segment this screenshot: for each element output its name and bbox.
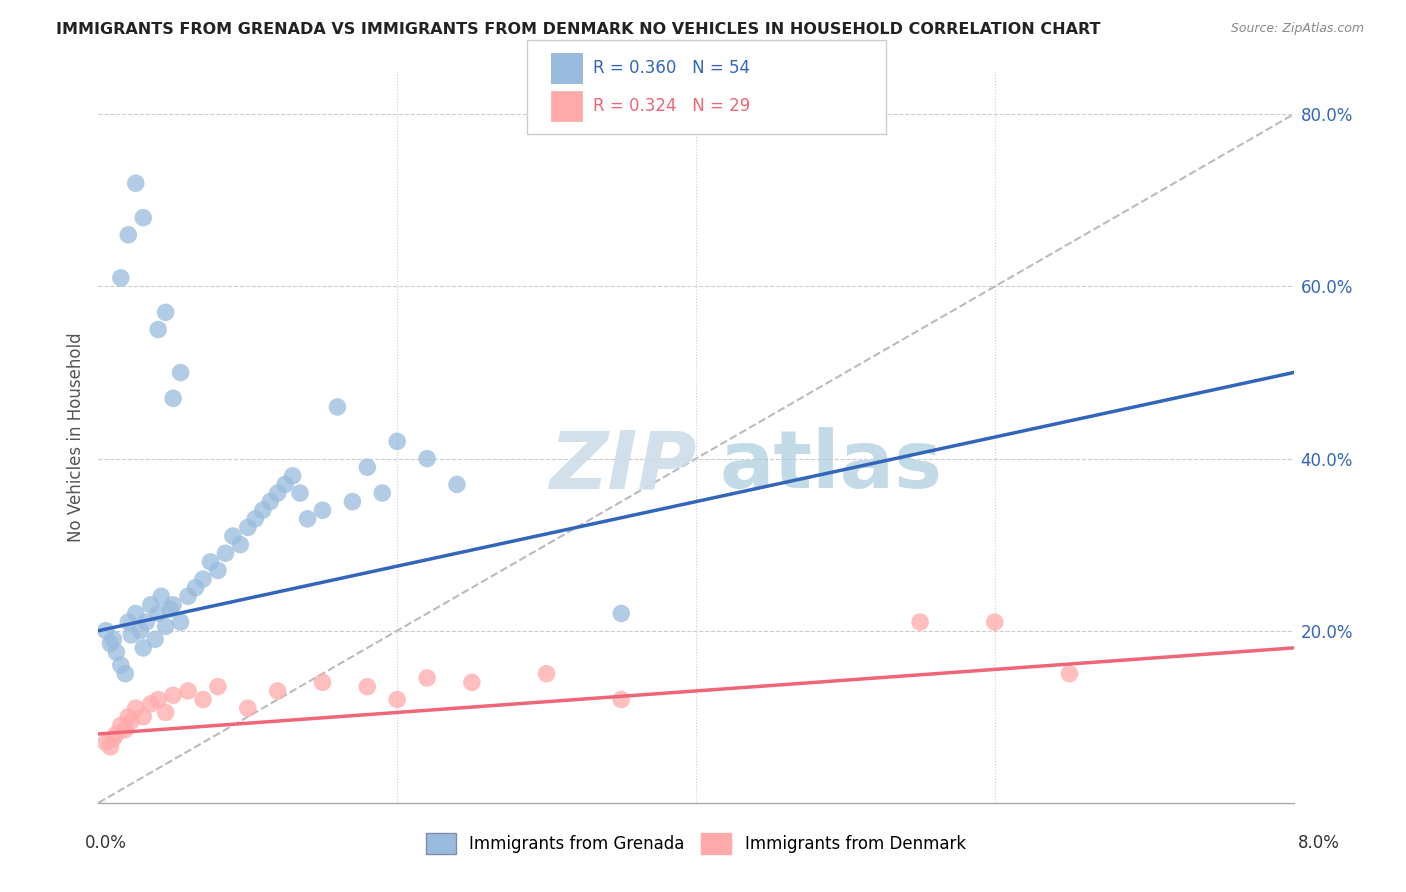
- Point: [105, 645, 128, 659]
- Point: [908, 615, 931, 629]
- Point: [984, 615, 1007, 629]
- Legend: Immigrants from Grenada, Immigrants from Denmark: Immigrants from Grenada, Immigrants from…: [419, 827, 973, 860]
- Point: [236, 701, 259, 715]
- Point: [148, 607, 170, 621]
- Point: [461, 675, 484, 690]
- Point: [536, 666, 558, 681]
- Point: [132, 640, 155, 655]
- Point: [148, 692, 170, 706]
- Point: [229, 538, 252, 552]
- Point: [125, 607, 148, 621]
- Text: ZIP: ZIP: [548, 427, 696, 506]
- Point: [94, 624, 117, 638]
- Point: [267, 486, 290, 500]
- Point: [150, 589, 173, 603]
- Point: [311, 675, 333, 690]
- Point: [162, 598, 184, 612]
- Point: [125, 701, 148, 715]
- Point: [288, 486, 311, 500]
- Point: [326, 400, 349, 414]
- Point: [98, 637, 122, 651]
- Point: [342, 494, 364, 508]
- Point: [117, 615, 139, 629]
- Point: [252, 503, 274, 517]
- Point: [177, 684, 200, 698]
- Point: [191, 692, 214, 706]
- Point: [610, 607, 633, 621]
- Point: [162, 688, 184, 702]
- Point: [311, 503, 333, 517]
- Point: [416, 451, 439, 466]
- Point: [155, 305, 177, 319]
- Point: [117, 227, 139, 242]
- Point: [191, 572, 214, 586]
- Point: [222, 529, 245, 543]
- Point: [259, 494, 281, 508]
- Point: [105, 727, 128, 741]
- Point: [169, 366, 191, 380]
- Point: [281, 468, 304, 483]
- Point: [132, 211, 155, 225]
- Point: [139, 598, 162, 612]
- Point: [207, 564, 229, 578]
- Point: [110, 718, 132, 732]
- Point: [155, 706, 177, 720]
- Point: [207, 680, 229, 694]
- Text: Source: ZipAtlas.com: Source: ZipAtlas.com: [1230, 22, 1364, 36]
- Point: [169, 615, 191, 629]
- Point: [184, 581, 207, 595]
- Point: [159, 602, 181, 616]
- Point: [236, 520, 259, 534]
- Point: [214, 546, 236, 560]
- Point: [267, 684, 290, 698]
- Point: [416, 671, 439, 685]
- Y-axis label: No Vehicles in Household: No Vehicles in Household: [66, 332, 84, 542]
- Point: [385, 434, 409, 449]
- Point: [274, 477, 297, 491]
- Point: [125, 176, 148, 190]
- Point: [356, 460, 378, 475]
- Point: [120, 628, 142, 642]
- Text: 0.0%: 0.0%: [84, 834, 127, 852]
- Point: [610, 692, 633, 706]
- Point: [120, 714, 142, 728]
- Text: IMMIGRANTS FROM GRENADA VS IMMIGRANTS FROM DENMARK NO VEHICLES IN HOUSEHOLD CORR: IMMIGRANTS FROM GRENADA VS IMMIGRANTS FR…: [56, 22, 1101, 37]
- Text: atlas: atlas: [720, 427, 943, 506]
- Point: [110, 658, 132, 673]
- Point: [155, 619, 177, 633]
- Point: [135, 615, 157, 629]
- Point: [1059, 666, 1081, 681]
- Point: [129, 624, 152, 638]
- Point: [94, 735, 117, 749]
- Point: [103, 731, 125, 746]
- Text: R = 0.360   N = 54: R = 0.360 N = 54: [593, 60, 751, 78]
- Point: [297, 512, 319, 526]
- Point: [114, 723, 136, 737]
- Point: [132, 710, 155, 724]
- Point: [103, 632, 125, 647]
- Point: [162, 392, 184, 406]
- Point: [177, 589, 200, 603]
- Point: [143, 632, 166, 647]
- Point: [385, 692, 409, 706]
- Point: [139, 697, 162, 711]
- Point: [356, 680, 378, 694]
- Text: R = 0.324   N = 29: R = 0.324 N = 29: [593, 97, 751, 115]
- Point: [371, 486, 394, 500]
- Point: [245, 512, 267, 526]
- Point: [110, 271, 132, 285]
- Point: [446, 477, 468, 491]
- Point: [114, 666, 136, 681]
- Point: [98, 739, 122, 754]
- Point: [200, 555, 222, 569]
- Point: [117, 710, 139, 724]
- Point: [148, 322, 170, 336]
- Text: 8.0%: 8.0%: [1298, 834, 1340, 852]
